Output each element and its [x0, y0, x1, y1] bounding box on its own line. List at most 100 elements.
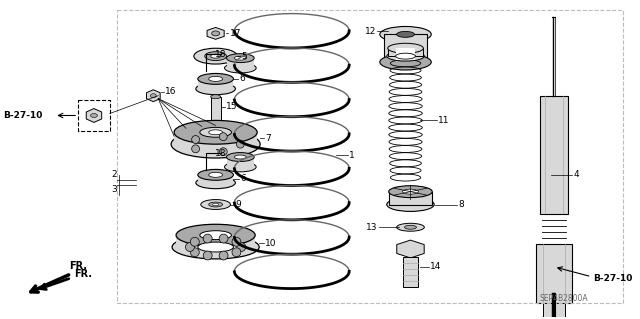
Circle shape	[219, 251, 228, 260]
Circle shape	[191, 136, 200, 144]
Text: 18: 18	[215, 50, 227, 59]
Ellipse shape	[388, 186, 432, 197]
Bar	[198, 175, 234, 183]
Circle shape	[232, 248, 241, 257]
Circle shape	[204, 234, 212, 243]
Ellipse shape	[150, 94, 156, 98]
Bar	[174, 132, 257, 144]
Text: 9: 9	[236, 200, 241, 209]
Ellipse shape	[388, 43, 423, 53]
Ellipse shape	[234, 155, 246, 159]
Ellipse shape	[211, 124, 221, 128]
Ellipse shape	[209, 202, 223, 207]
Text: 3: 3	[111, 185, 116, 194]
Polygon shape	[207, 27, 224, 39]
Bar	[396, 48, 415, 60]
Ellipse shape	[225, 63, 256, 73]
Ellipse shape	[196, 177, 236, 189]
Bar	[543, 303, 564, 319]
Circle shape	[186, 242, 195, 251]
Bar	[384, 34, 428, 62]
Bar	[540, 96, 568, 214]
Ellipse shape	[211, 54, 221, 58]
Ellipse shape	[404, 225, 417, 229]
Ellipse shape	[403, 189, 419, 194]
Text: 10: 10	[265, 239, 276, 248]
Ellipse shape	[201, 200, 230, 210]
Circle shape	[220, 133, 227, 141]
Ellipse shape	[196, 83, 236, 95]
Ellipse shape	[212, 203, 219, 206]
Circle shape	[219, 234, 228, 243]
Circle shape	[232, 237, 241, 246]
Ellipse shape	[397, 31, 415, 37]
Ellipse shape	[194, 48, 237, 64]
Ellipse shape	[200, 231, 232, 240]
Bar	[536, 244, 572, 303]
Text: 6: 6	[239, 74, 245, 83]
Ellipse shape	[380, 26, 431, 42]
Text: 6: 6	[241, 174, 246, 183]
Circle shape	[191, 145, 200, 153]
Ellipse shape	[211, 95, 221, 99]
Text: FR.: FR.	[40, 269, 92, 289]
Ellipse shape	[198, 73, 234, 84]
Bar	[388, 48, 423, 56]
Ellipse shape	[209, 172, 223, 177]
Ellipse shape	[90, 114, 97, 117]
Text: FR.: FR.	[69, 261, 87, 271]
Polygon shape	[86, 108, 102, 122]
Text: B-27-10: B-27-10	[3, 111, 42, 120]
Ellipse shape	[205, 52, 227, 61]
Ellipse shape	[198, 169, 234, 180]
Circle shape	[236, 140, 244, 148]
Ellipse shape	[212, 31, 220, 36]
Ellipse shape	[396, 53, 415, 59]
Text: 14: 14	[430, 262, 442, 271]
Bar	[211, 97, 221, 126]
Ellipse shape	[234, 56, 246, 60]
Bar	[198, 79, 234, 89]
Ellipse shape	[198, 242, 234, 252]
Text: 4: 4	[573, 170, 579, 179]
Bar	[78, 100, 110, 131]
Bar	[403, 257, 419, 286]
Circle shape	[190, 248, 199, 257]
Ellipse shape	[171, 130, 260, 158]
Circle shape	[237, 242, 246, 251]
Text: 5: 5	[241, 52, 247, 61]
Ellipse shape	[380, 54, 431, 70]
Ellipse shape	[227, 54, 254, 63]
Bar	[388, 192, 432, 204]
Bar	[227, 157, 254, 167]
Bar	[176, 235, 255, 247]
Bar	[388, 48, 423, 56]
Bar	[227, 58, 254, 68]
Text: 1: 1	[349, 151, 355, 160]
Ellipse shape	[387, 197, 434, 211]
Text: 17: 17	[230, 29, 241, 38]
Text: SEP4B2800A: SEP4B2800A	[540, 294, 589, 303]
Text: 7: 7	[265, 134, 271, 143]
Text: B-27-10: B-27-10	[593, 274, 633, 283]
Ellipse shape	[397, 223, 424, 231]
Ellipse shape	[172, 235, 259, 259]
Ellipse shape	[174, 121, 257, 144]
Text: 12: 12	[365, 27, 376, 36]
Text: 11: 11	[438, 116, 450, 125]
Circle shape	[190, 237, 199, 246]
Ellipse shape	[176, 224, 255, 246]
Circle shape	[220, 148, 227, 156]
Circle shape	[204, 251, 212, 260]
Text: 2: 2	[111, 170, 116, 179]
Ellipse shape	[200, 127, 232, 137]
Bar	[384, 34, 428, 62]
Text: 15: 15	[225, 102, 237, 111]
Text: 18: 18	[215, 149, 227, 158]
Ellipse shape	[387, 51, 424, 61]
Polygon shape	[147, 90, 160, 102]
Ellipse shape	[209, 130, 223, 135]
Ellipse shape	[225, 162, 256, 172]
Text: 16: 16	[165, 87, 177, 96]
Ellipse shape	[209, 77, 223, 81]
